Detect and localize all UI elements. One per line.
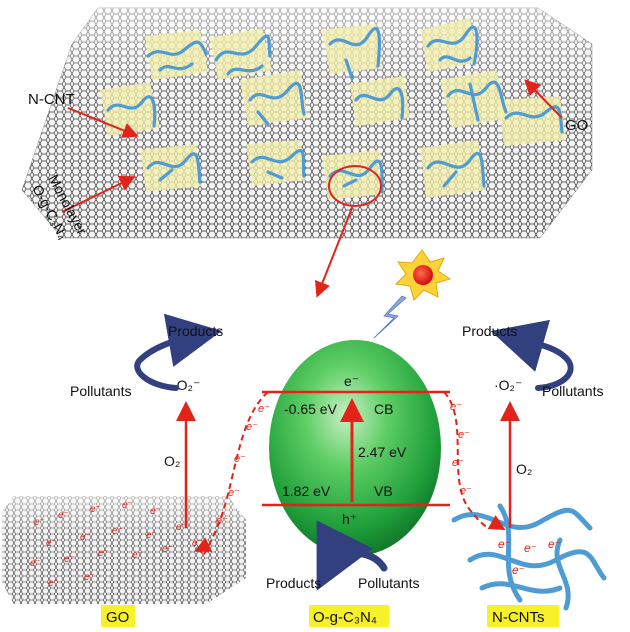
tag-ogcn: O-g-C₃N₄ [309,605,389,627]
svg-text:e⁻: e⁻ [30,558,41,569]
svg-text:e⁻: e⁻ [132,550,143,561]
left-superoxide: ·O₂⁻ [172,377,200,393]
svg-text:e⁻: e⁻ [176,522,187,533]
right-products: Products [462,323,517,339]
svg-text:e⁻: e⁻ [460,485,472,497]
svg-text:e⁻: e⁻ [512,563,525,577]
bottom-products: Products [266,575,321,591]
svg-text:e⁻: e⁻ [98,548,109,559]
transfer-to-go [194,391,269,556]
label-go: GO [565,117,588,134]
tag-ncnts: N-CNTs [487,605,559,627]
svg-text:e⁻: e⁻ [112,526,123,537]
svg-text:e⁻: e⁻ [234,453,246,465]
svg-text:e⁻: e⁻ [450,401,462,413]
ncnt-tubes-bottom [451,503,607,611]
svg-text:N-CNTs: N-CNTs [492,609,545,626]
svg-text:e⁻: e⁻ [458,429,470,441]
vb-hole: h⁺ [342,511,357,527]
svg-text:e⁻: e⁻ [452,457,464,469]
transfer-electrons-right: e⁻ e⁻ e⁻ e⁻ [450,401,472,497]
left-pollutants: Pollutants [70,383,131,399]
transfer-electrons-left: e⁻ e⁻ e⁻ e⁻ e⁻ [216,403,270,527]
svg-text:GO: GO [106,609,129,626]
band-gap: 2.47 eV [358,444,407,460]
vb-label: VB [374,483,393,499]
transfer-to-ncnt [443,391,506,530]
svg-text:e⁻: e⁻ [80,532,91,543]
tag-go: GO [101,605,135,627]
highlight-circle [328,165,382,207]
svg-text:e⁻: e⁻ [548,537,561,551]
left-curve-arrow [134,313,222,391]
right-pollutants: Pollutants [542,383,603,399]
svg-text:e⁻: e⁻ [84,572,95,583]
svg-text:e⁻: e⁻ [150,506,161,517]
go-sheet-bottom [2,496,246,604]
svg-text:e⁻: e⁻ [64,554,75,565]
svg-text:e⁻: e⁻ [90,504,101,515]
bottom-curve-arrow [316,520,388,591]
svg-text:O-g-C₃N₄: O-g-C₃N₄ [313,609,377,626]
cb-label: CB [374,401,393,417]
ncnt-tubes-top [106,25,564,194]
cb-electron: e⁻ [344,373,359,389]
svg-text:e⁻: e⁻ [34,517,45,528]
ogcn-sphere [269,340,441,556]
svg-text:e⁻: e⁻ [122,500,133,511]
svg-text:e⁻: e⁻ [216,515,228,527]
svg-text:e⁻: e⁻ [162,544,173,555]
label-ncnt: N-CNT [28,91,75,108]
right-o2: O₂ [516,461,532,477]
svg-text:e⁻: e⁻ [146,530,157,541]
svg-text:e⁻: e⁻ [258,403,270,415]
go-electrons: e⁻ e⁻ e⁻ e⁻ e⁻ e⁻ e⁻ e⁻ e⁻ e⁻ e⁻ e⁻ e⁻ e… [30,500,203,589]
cb-potential: -0.65 eV [284,401,338,417]
left-products: Products [168,323,223,339]
right-superoxide: ·O₂⁻ [494,377,522,393]
svg-text:e⁻: e⁻ [498,537,511,551]
svg-text:e⁻: e⁻ [58,510,69,521]
bottom-pollutants: Pollutants [358,575,419,591]
ncnt-electrons: e⁻ e⁻ e⁻ e⁻ [498,537,561,577]
svg-text:e⁻: e⁻ [192,538,203,549]
right-curve-arrow [490,319,574,391]
svg-text:e⁻: e⁻ [46,538,57,549]
svg-text:e⁻: e⁻ [246,421,258,433]
lightning-icon [373,295,407,339]
svg-text:e⁻: e⁻ [524,541,537,555]
svg-text:e⁻: e⁻ [228,487,240,499]
vb-potential: 1.82 eV [282,483,331,499]
left-o2: O₂ [164,453,180,469]
sun-icon [394,249,452,301]
svg-text:e⁻: e⁻ [48,578,59,589]
